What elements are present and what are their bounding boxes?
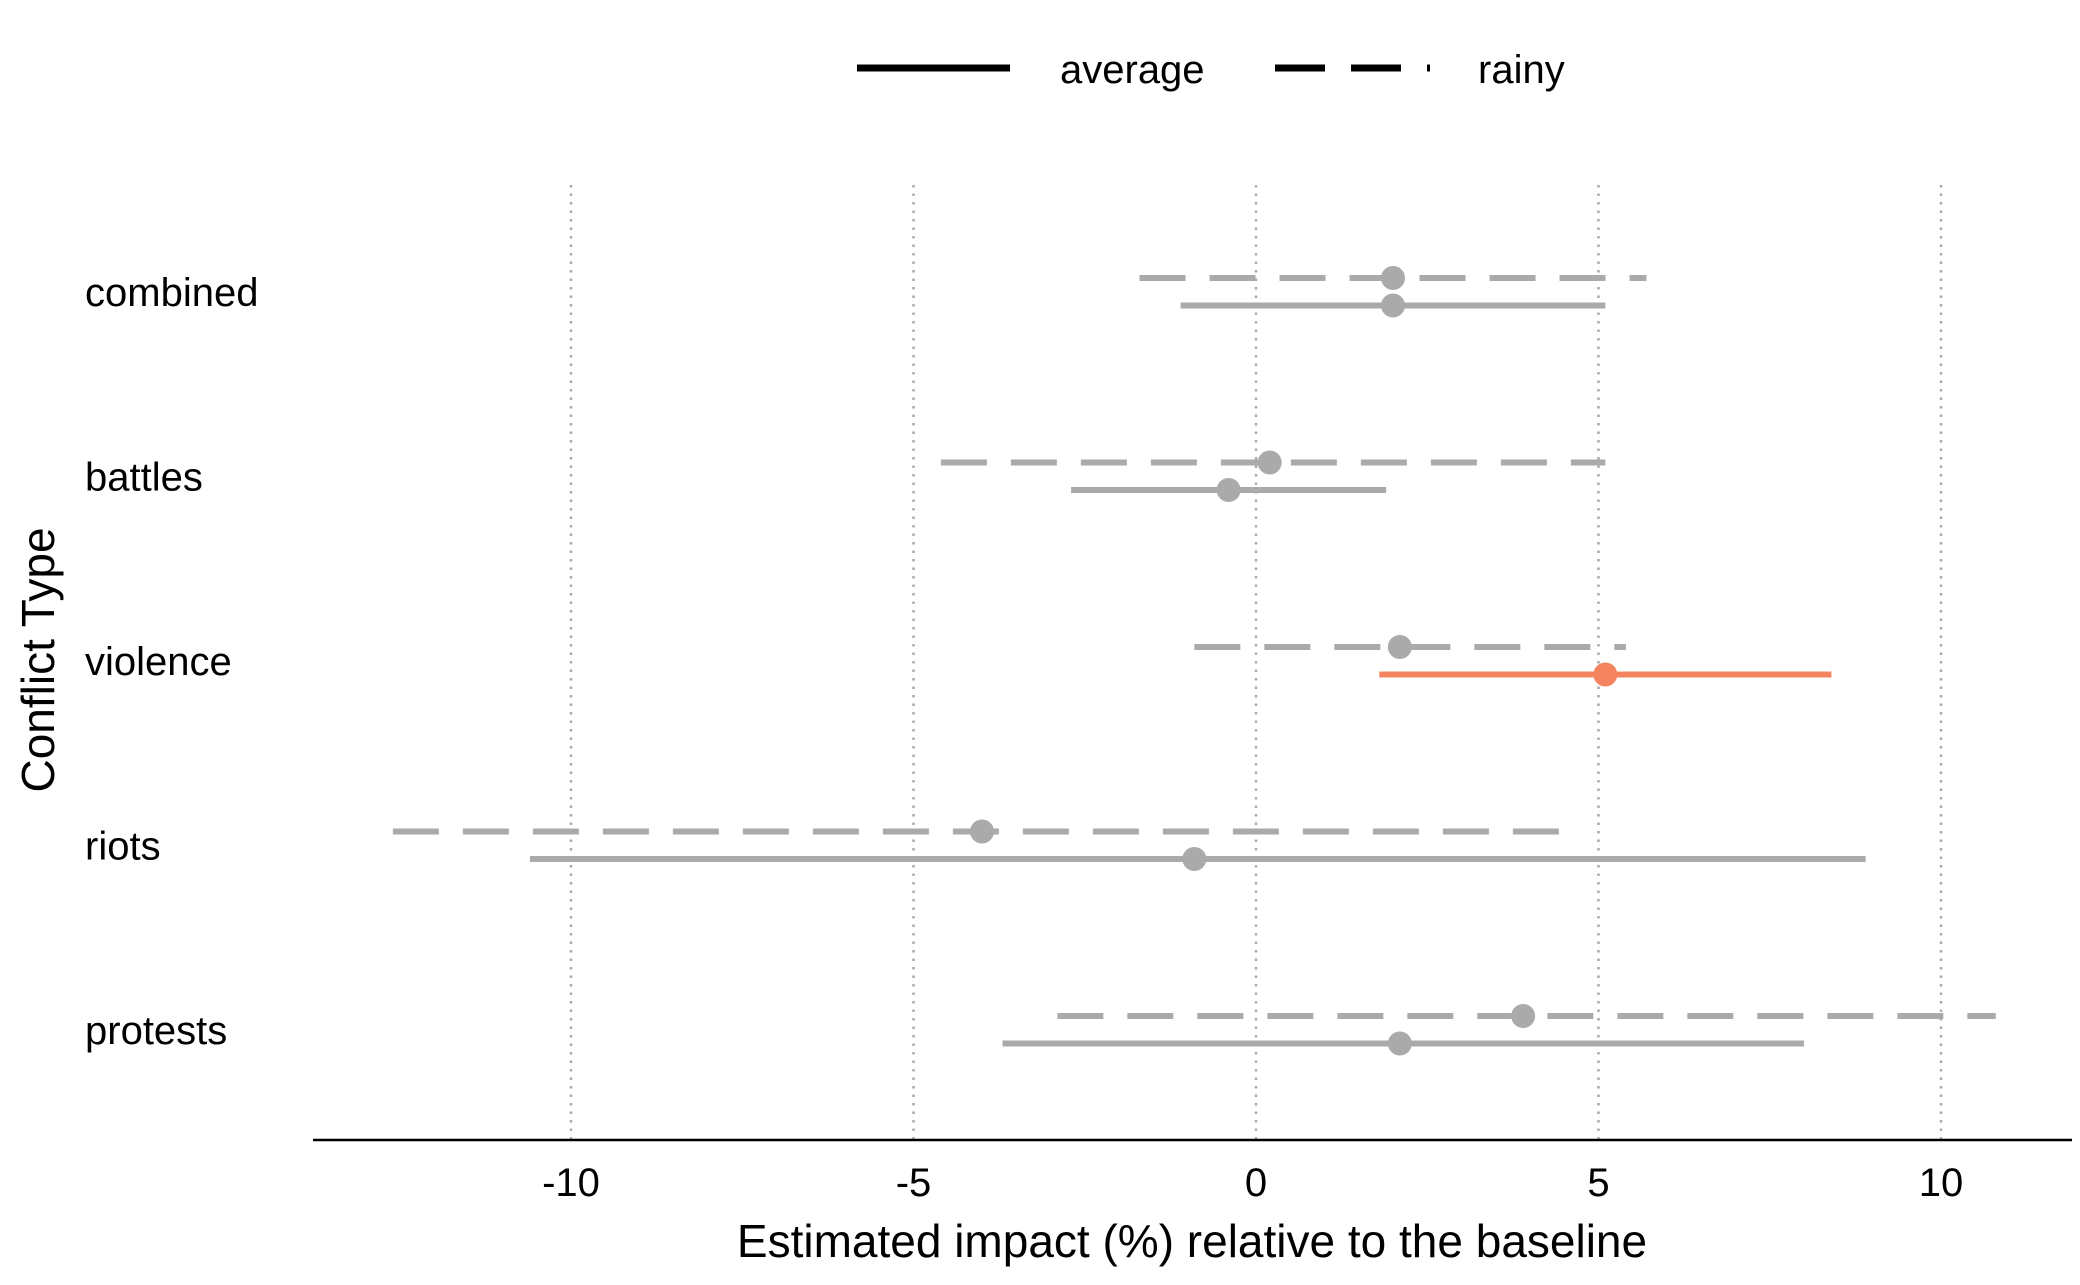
y-axis-title: Conflict Type (12, 527, 64, 792)
point-rainy-combined (1381, 266, 1405, 290)
legend-label-rainy: rainy (1478, 48, 1565, 92)
x-axis-title: Estimated impact (%) relative to the bas… (737, 1215, 1647, 1267)
category-label-combined: combined (85, 271, 258, 315)
x-tick-label: -5 (896, 1161, 932, 1205)
point-rainy-violence (1387, 635, 1412, 659)
x-tick-label: 5 (1587, 1161, 1609, 1205)
point-average-battles (1216, 478, 1241, 502)
point-average-protests (1387, 1031, 1412, 1056)
x-tick-label: -10 (542, 1161, 600, 1205)
x-tick-labels: -10 -5 0 5 10 (542, 1161, 1963, 1205)
point-rainy-riots (970, 819, 994, 844)
legend: average rainy (857, 48, 1565, 92)
point-average-combined (1381, 293, 1405, 318)
point-rainy-battles (1257, 450, 1282, 475)
point-average-violence (1593, 662, 1618, 687)
point-rainy-protests (1511, 1004, 1536, 1028)
point-estimates (970, 266, 1618, 1056)
x-tick-label: 10 (1919, 1161, 1964, 1205)
legend-label-average: average (1060, 48, 1205, 92)
point-average-riots (1182, 847, 1207, 871)
category-label-protests: protests (85, 1009, 227, 1053)
category-label-riots: riots (85, 825, 161, 869)
error-bars (392, 275, 1996, 1047)
category-label-violence: violence (85, 640, 232, 684)
x-tick-label: 0 (1245, 1161, 1267, 1205)
category-label-battles: battles (85, 456, 203, 500)
grid-layer (569, 185, 1943, 1140)
y-category-labels: combined battles violence riots protests (85, 271, 258, 1053)
